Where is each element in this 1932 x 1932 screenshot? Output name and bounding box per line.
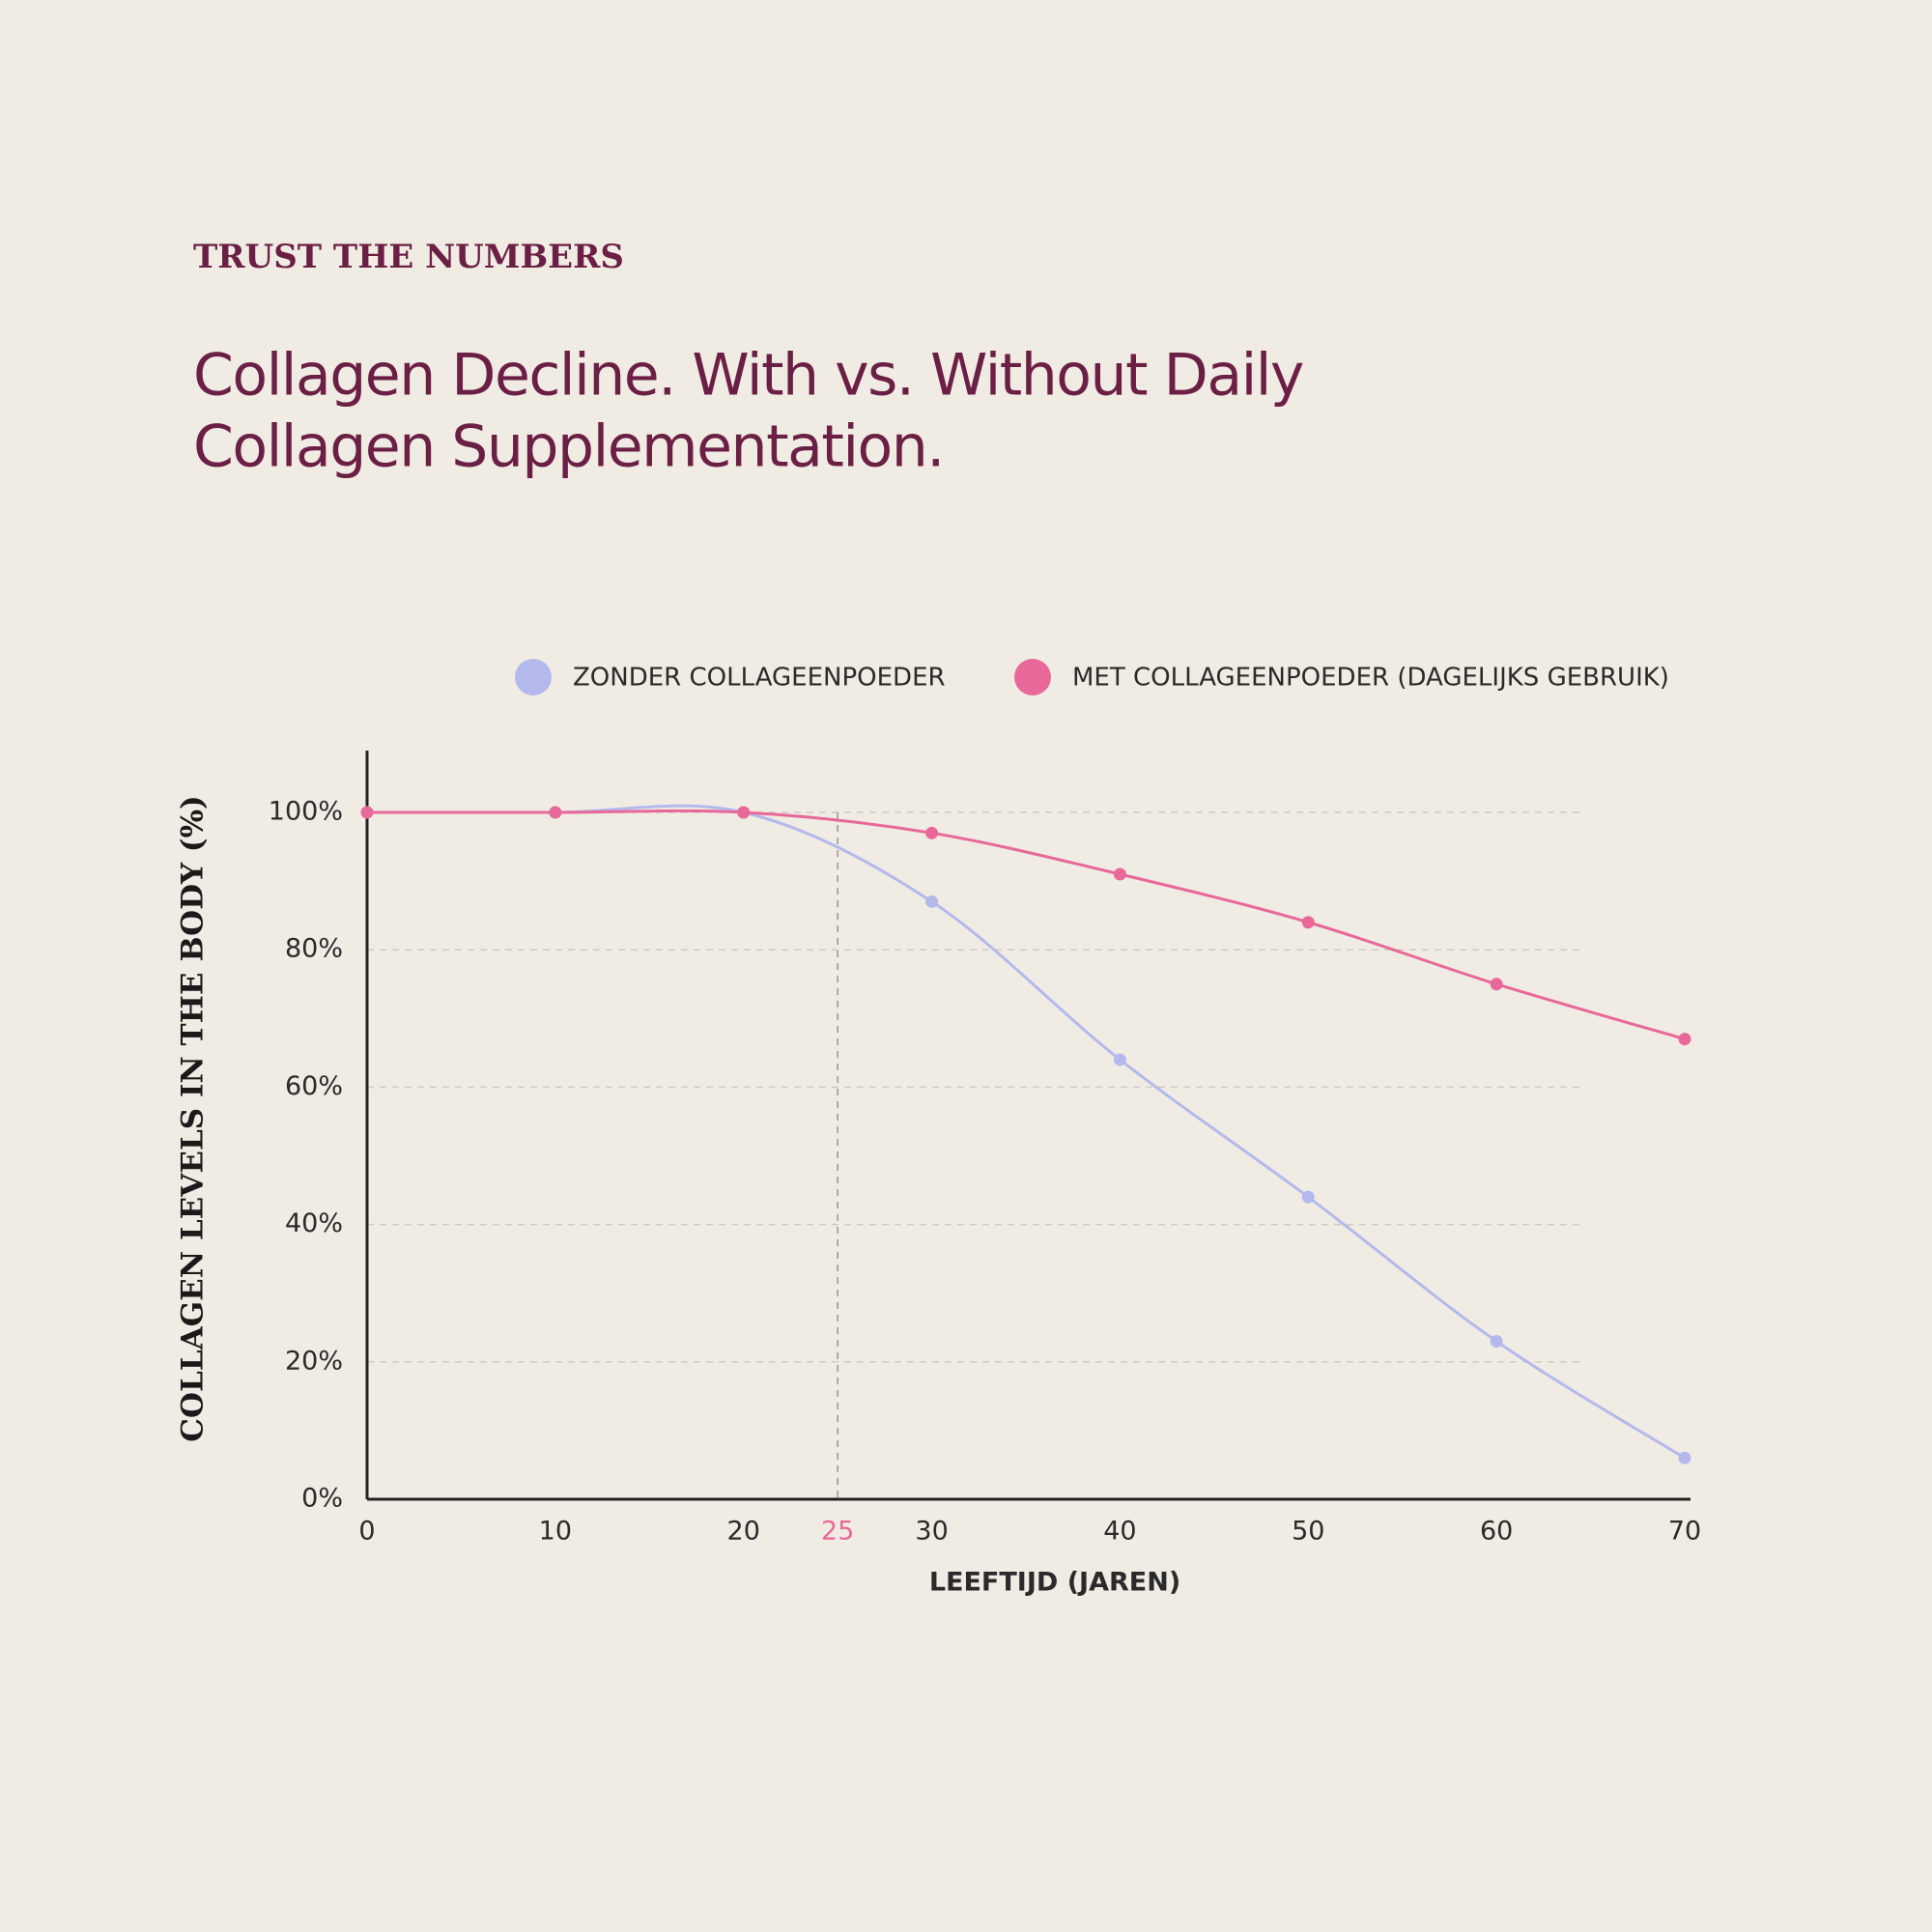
x-tick-label: 20 bbox=[727, 1517, 760, 1547]
data-point bbox=[1490, 978, 1503, 991]
legend-label: MET COLLAGEENPOEDER (DAGELIJKS GEBRUIK) bbox=[1072, 664, 1669, 693]
legend-marker bbox=[1014, 659, 1051, 696]
chart-title: Collagen Supplementation. bbox=[193, 413, 944, 481]
x-tick-label: 70 bbox=[1668, 1517, 1701, 1547]
y-tick-label: 80% bbox=[285, 934, 343, 964]
data-point bbox=[1113, 867, 1126, 881]
series-line bbox=[366, 809, 1686, 1041]
chart-title: Collagen Decline. With vs. Without Daily bbox=[193, 342, 1303, 410]
data-point bbox=[1301, 1190, 1315, 1204]
data-point bbox=[925, 826, 939, 839]
x-tick-label: 50 bbox=[1292, 1517, 1324, 1547]
y-tick-label: 60% bbox=[285, 1071, 343, 1101]
data-point bbox=[1678, 1451, 1691, 1464]
x-tick-label: 10 bbox=[539, 1517, 572, 1547]
x-axis-label: LEEFTIJD (JAREN) bbox=[929, 1568, 1180, 1598]
data-point bbox=[549, 806, 562, 819]
data-point bbox=[360, 806, 374, 819]
x-tick-label: 60 bbox=[1480, 1517, 1513, 1547]
data-point bbox=[1490, 1334, 1503, 1348]
y-tick-label: 40% bbox=[285, 1208, 343, 1238]
x-tick-label: 0 bbox=[358, 1517, 375, 1547]
y-axis-label: COLLAGEN LEVELS IN THE BODY (%) bbox=[176, 795, 211, 1441]
legend-label: ZONDER COLLAGEENPOEDER bbox=[573, 664, 946, 693]
x-tick-label: 40 bbox=[1103, 1517, 1136, 1547]
eyebrow: TRUST THE NUMBERS bbox=[193, 238, 624, 276]
y-tick-label: 100% bbox=[269, 796, 343, 826]
data-point bbox=[925, 895, 939, 908]
x-tick-label: 25 bbox=[821, 1517, 854, 1547]
y-tick-label: 0% bbox=[301, 1484, 343, 1514]
x-tick-label: 30 bbox=[915, 1517, 948, 1547]
data-point bbox=[1301, 916, 1315, 929]
data-point bbox=[1678, 1033, 1691, 1046]
y-tick-label: 20% bbox=[285, 1346, 343, 1376]
legend-marker bbox=[515, 659, 552, 696]
data-point bbox=[1113, 1053, 1126, 1066]
data-point bbox=[737, 806, 751, 819]
